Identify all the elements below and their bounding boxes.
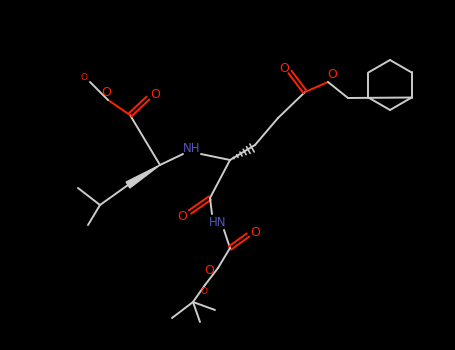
Text: O: O (177, 210, 187, 223)
Text: O: O (204, 265, 214, 278)
Text: O: O (201, 287, 207, 295)
Text: O: O (327, 69, 337, 82)
Text: O: O (279, 62, 289, 75)
Text: O: O (101, 86, 111, 99)
Polygon shape (126, 165, 160, 188)
Text: O: O (250, 226, 260, 239)
Text: NH: NH (183, 141, 201, 154)
Text: HN: HN (209, 216, 227, 229)
Text: O: O (81, 74, 87, 83)
Text: O: O (150, 89, 160, 101)
